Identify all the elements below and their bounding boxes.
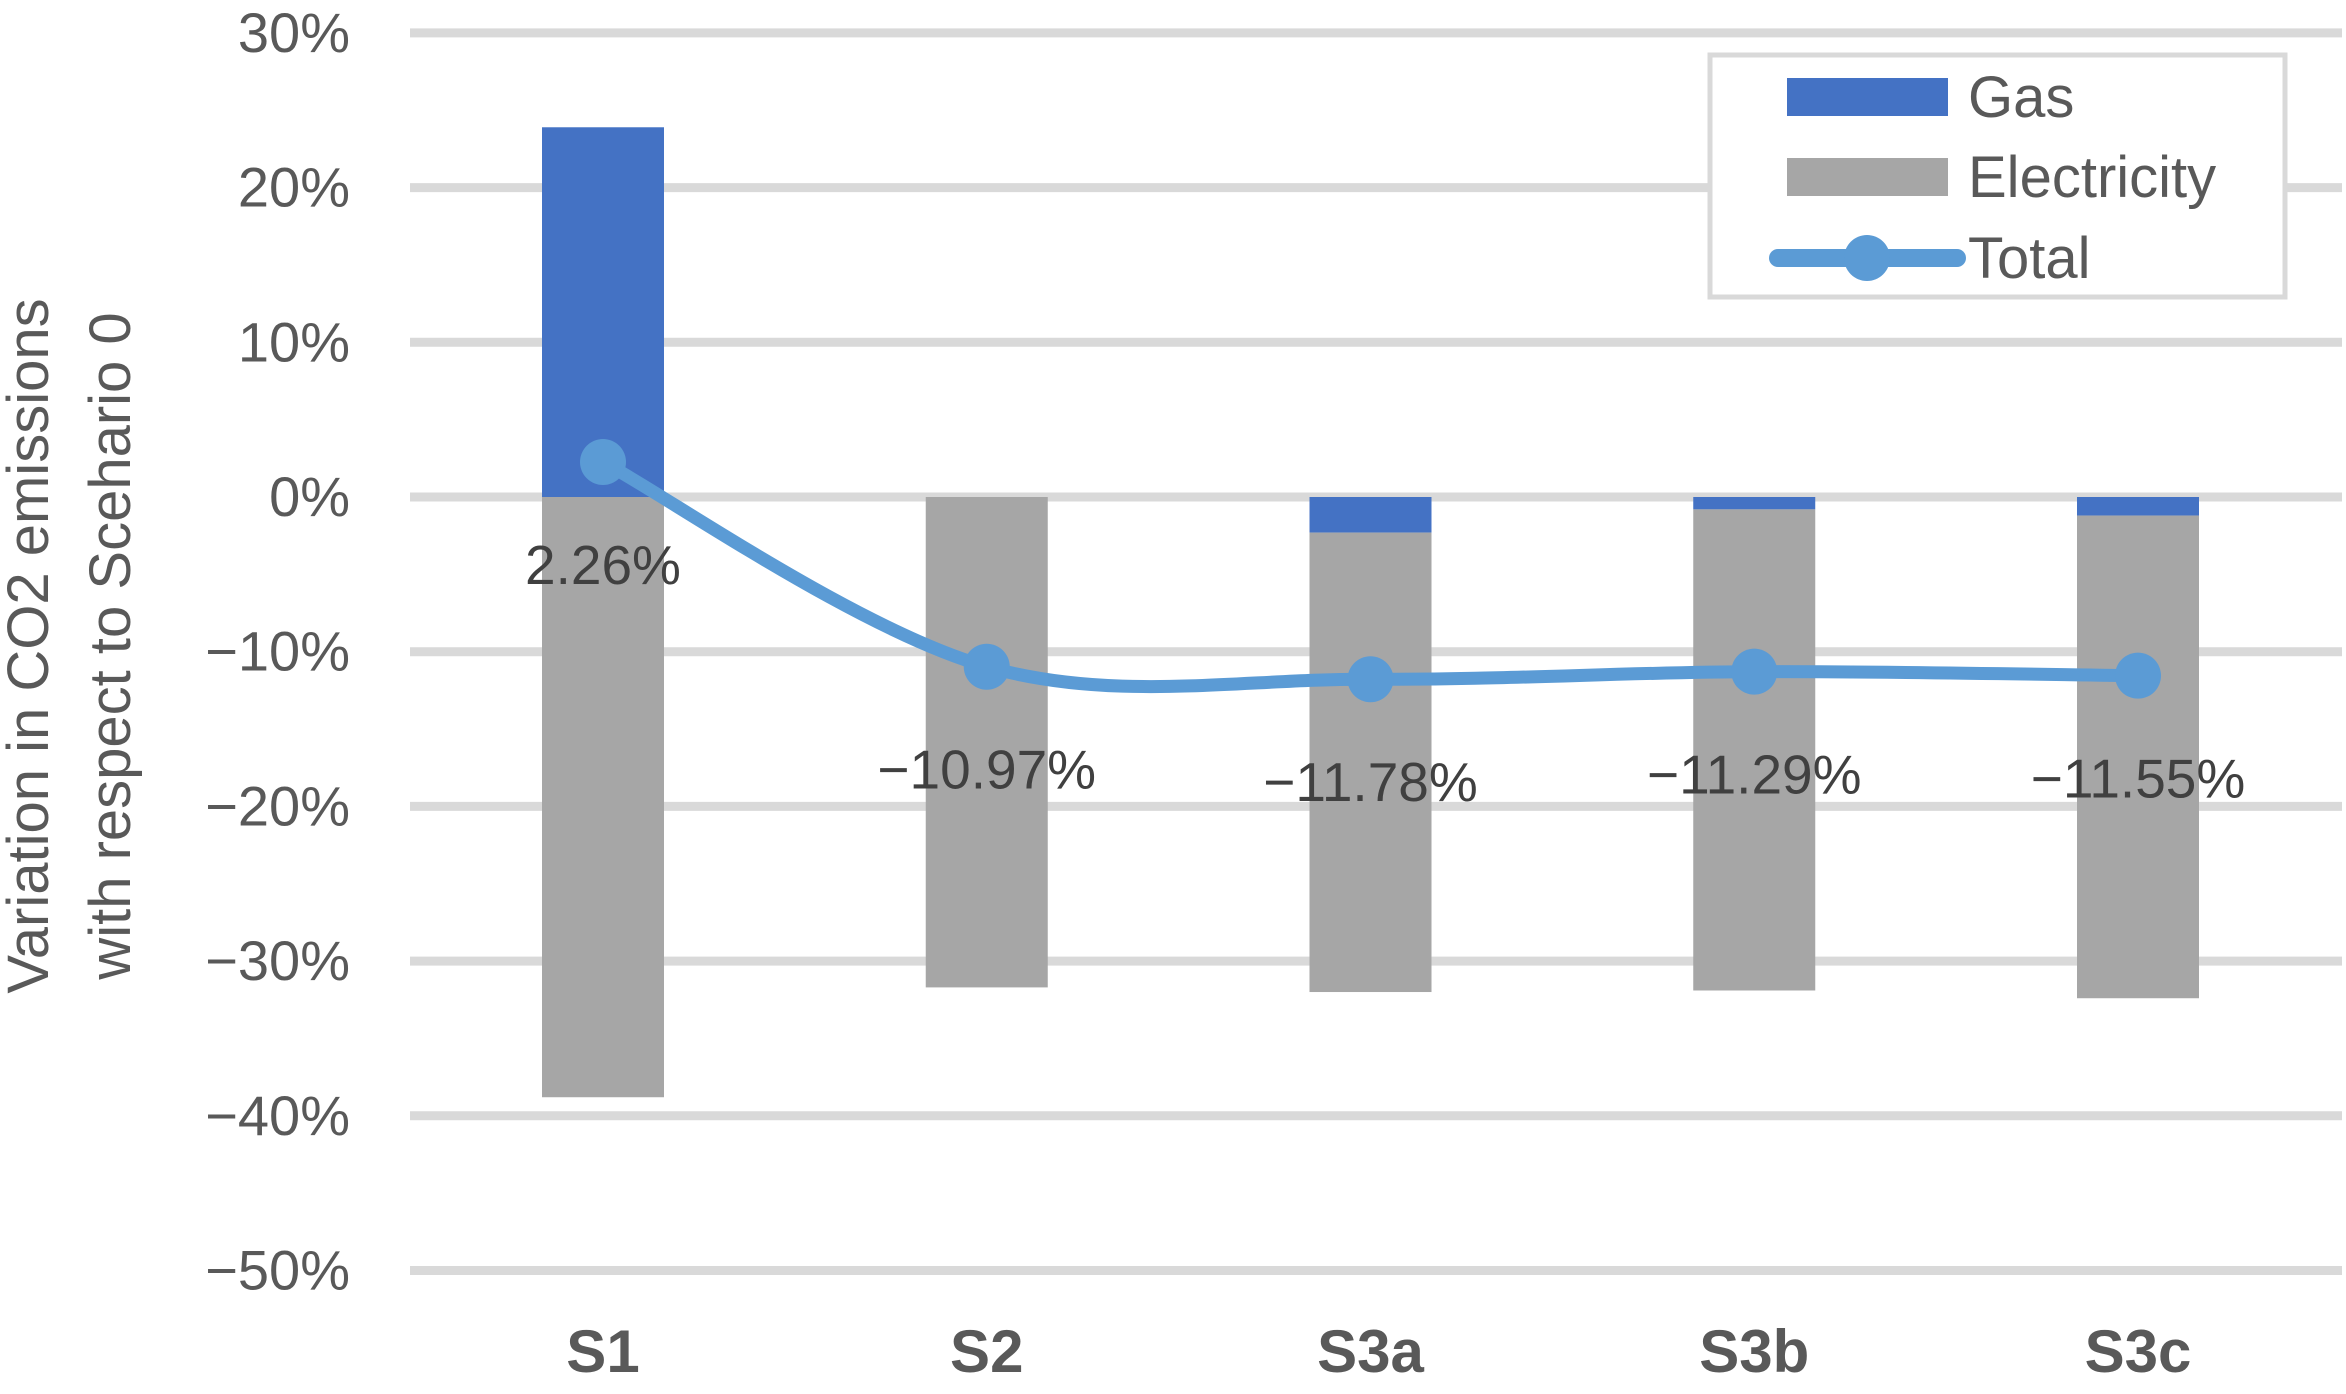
- y-tick-label: 30%: [238, 1, 350, 64]
- bar-segment-gas-S3a: [1309, 497, 1432, 533]
- legend-swatch-gas: [1787, 78, 1948, 116]
- y-tick-label: 0%: [269, 465, 350, 528]
- bar-segment-gas-S1: [542, 127, 664, 497]
- legend-label-gas: Gas: [1968, 65, 2074, 130]
- legend-label-electricity: Electricity: [1968, 145, 2216, 210]
- data-label-S3a: −11.78%: [1263, 751, 1478, 813]
- y-tick-label: −20%: [205, 774, 350, 837]
- total-marker-S2: [963, 643, 1010, 690]
- bar-segment-electricity-S3b: [1693, 509, 1816, 991]
- legend-marker-total: [1844, 235, 1890, 281]
- data-label-S2: −10.97%: [877, 739, 1096, 801]
- y-tick-label: −10%: [205, 620, 350, 683]
- y-tick-label: −50%: [205, 1239, 350, 1302]
- total-marker-S3a: [1347, 656, 1394, 703]
- y-axis-title-line1: Variation in CO2 emissions: [0, 298, 61, 993]
- x-label-S3a: S3a: [1317, 1318, 1424, 1385]
- total-marker-S1: [580, 439, 626, 486]
- y-tick-label: −30%: [205, 929, 350, 992]
- data-label-S3c: −11.55%: [2031, 748, 2246, 810]
- bar-segment-electricity-S3a: [1309, 532, 1432, 993]
- total-marker-S3c: [2115, 652, 2161, 699]
- bar-segment-gas-S3b: [1693, 497, 1816, 510]
- legend-label-total: Total: [1968, 226, 2091, 291]
- x-label-S1: S1: [566, 1318, 639, 1385]
- data-label-S1: 2.26%: [525, 534, 681, 596]
- legend-swatch-electricity: [1787, 158, 1948, 196]
- y-axis-title-line2: with respect to Scehario 0: [78, 312, 143, 980]
- total-marker-S3b: [1731, 648, 1778, 695]
- bar-segment-electricity-S3c: [2077, 515, 2199, 999]
- data-label-S3b: −11.29%: [1647, 744, 1862, 806]
- x-label-S2: S2: [950, 1318, 1023, 1385]
- x-label-S3b: S3b: [1699, 1318, 1809, 1385]
- y-tick-label: 10%: [238, 310, 350, 373]
- x-label-S3c: S3c: [2085, 1318, 2192, 1385]
- bar-segment-electricity-S2: [925, 497, 1048, 988]
- y-tick-label: 20%: [238, 156, 350, 219]
- bar-segment-electricity-S1: [542, 497, 664, 1098]
- y-tick-label: −40%: [205, 1084, 350, 1147]
- bar-segment-gas-S3c: [2077, 497, 2199, 516]
